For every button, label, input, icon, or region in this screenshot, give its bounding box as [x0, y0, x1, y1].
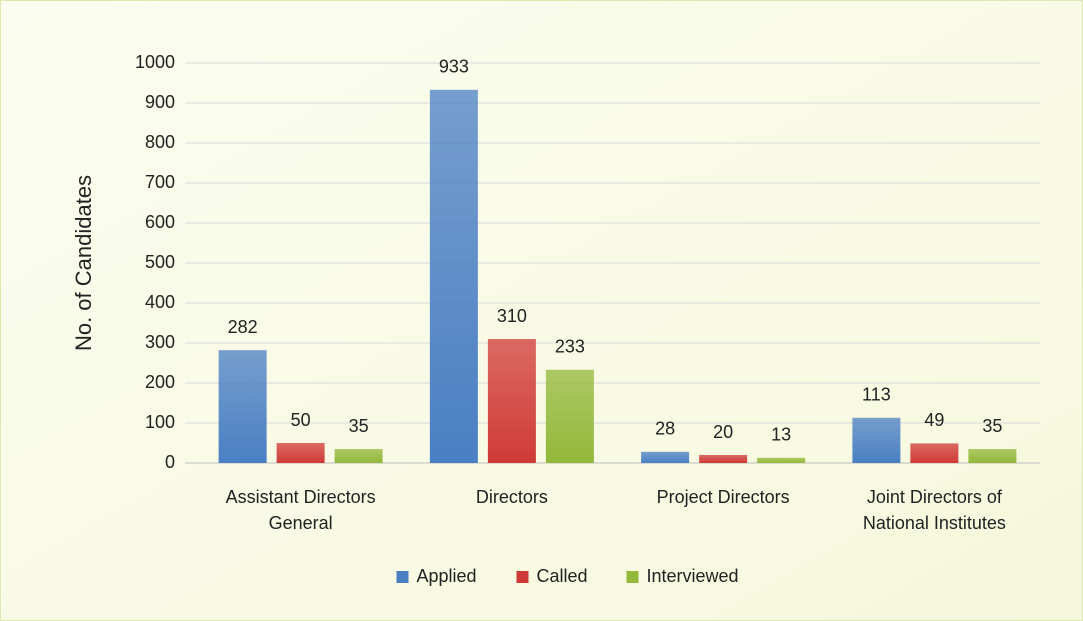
bar — [218, 350, 267, 463]
bar — [757, 457, 806, 463]
data-label: 50 — [291, 410, 311, 430]
y-tick-label: 700 — [145, 172, 175, 192]
data-label: 20 — [713, 422, 733, 442]
y-tick-label: 100 — [145, 412, 175, 432]
bar — [641, 451, 690, 463]
data-label: 233 — [555, 337, 585, 357]
data-label: 310 — [497, 306, 527, 326]
data-label: 113 — [862, 385, 891, 405]
y-tick-label: 200 — [145, 372, 175, 392]
legend-label: Interviewed — [647, 566, 739, 586]
bar — [429, 89, 478, 464]
y-tick-label: 300 — [145, 332, 175, 352]
bar — [545, 369, 594, 463]
y-tick-label: 800 — [145, 132, 175, 152]
data-label: 933 — [439, 57, 469, 77]
data-label: 49 — [924, 410, 944, 430]
bar — [910, 443, 959, 463]
x-tick-label: Assistant Directors General — [225, 487, 376, 533]
data-label: 35 — [982, 416, 1002, 436]
legend-swatch — [516, 571, 529, 583]
y-tick-label: 0 — [165, 452, 175, 472]
data-label: 35 — [349, 416, 369, 436]
legend-label: Called — [537, 566, 588, 586]
y-tick-label: 500 — [145, 252, 175, 272]
x-tick-label: Joint Directors of National Institutes — [862, 487, 1006, 533]
legend-label: Applied — [417, 566, 477, 586]
y-tick-label: 400 — [145, 292, 175, 312]
y-axis-title: No. of Candidates — [71, 175, 96, 351]
legend-swatch — [396, 571, 409, 583]
bar — [487, 339, 536, 463]
y-tick-label: 900 — [145, 92, 175, 112]
bar — [276, 443, 325, 463]
data-label: 282 — [228, 317, 258, 337]
bar — [699, 455, 748, 463]
data-label: 13 — [771, 425, 791, 445]
bar — [968, 449, 1017, 463]
y-tick-label: 1000 — [135, 52, 175, 72]
bar — [334, 449, 383, 463]
bar — [852, 417, 901, 463]
legend-swatch — [626, 571, 639, 583]
data-label: 28 — [655, 419, 675, 439]
y-tick-label: 600 — [145, 212, 175, 232]
x-tick-label: Project Directors — [656, 487, 790, 507]
x-tick-label: Directors — [475, 487, 548, 507]
